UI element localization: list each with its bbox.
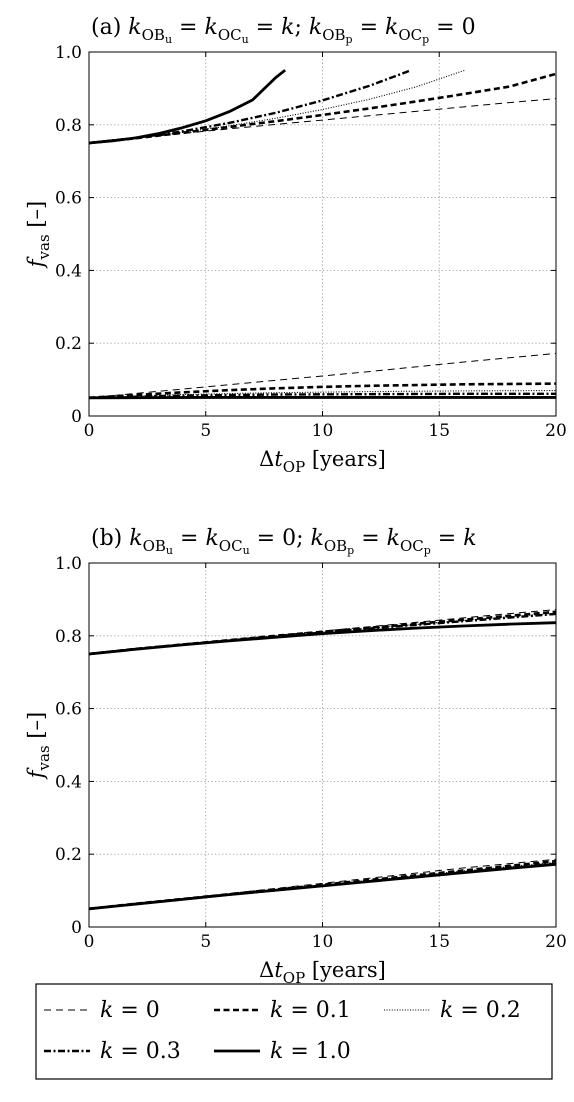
legend-label: k = 0 [100, 998, 160, 1023]
y-tick-label: 0.8 [55, 627, 82, 647]
chart-panel-b: (b) kOBu = kOCu = 0; kOBp = kOCp = k 0 5 10… [24, 526, 567, 987]
x-tick-label: 5 [200, 421, 211, 441]
x-tick-label: 0 [84, 932, 95, 952]
legend-item-3: k = 0.3 [44, 1039, 181, 1064]
x-tick-label: 20 [545, 421, 567, 441]
x-tick-label: 0 [84, 421, 95, 441]
chart-title: (b) kOBu = kOCu = 0; kOBp = kOCp = k [91, 526, 477, 557]
series-line-solid-4 [89, 621, 556, 656]
y-tick-label: 1.0 [55, 43, 82, 63]
series-group [89, 69, 556, 400]
y-tick-label: 0.6 [55, 189, 82, 209]
y-axis-label-group: fvas [–] [24, 712, 53, 780]
series-line-dash-thin-5 [89, 352, 556, 399]
legend-label: k = 0.2 [440, 998, 521, 1023]
x-tick-label: 5 [200, 932, 211, 952]
y-tick-label: 0.8 [55, 116, 82, 136]
y-tick-label: 1.0 [55, 554, 82, 574]
x-tick-label: 15 [428, 932, 450, 952]
series-line-dotted-2 [89, 69, 466, 144]
y-tick-label: 0.2 [55, 334, 82, 354]
y-tick-label: 0.4 [55, 261, 82, 281]
legend-box [35, 983, 553, 1080]
legend-item-0: k = 0 [44, 998, 160, 1023]
y-axis-label: fvas [–] [24, 201, 53, 269]
series-line-dash-thick-6 [89, 382, 556, 400]
x-tick-label: 20 [545, 932, 567, 952]
series-line-dashdot-3 [89, 69, 412, 145]
series-group [89, 609, 556, 911]
y-tick-label: 0 [71, 407, 82, 427]
y-axis-label: fvas [–] [24, 712, 53, 780]
y-tick-label: 0.2 [55, 845, 82, 865]
legend-label: k = 0.3 [100, 1039, 181, 1064]
y-tick-label: 0.6 [55, 700, 82, 720]
y-tick-label: 0 [71, 918, 82, 938]
series-line-solid-4 [89, 69, 287, 145]
x-axis-label: ΔtOP [years] [259, 447, 386, 476]
x-tick-label: 10 [312, 421, 334, 441]
series-line-solid-9 [89, 862, 556, 911]
legend-label: k = 1.0 [270, 1039, 351, 1064]
legend-label: k = 0.1 [270, 998, 351, 1023]
y-axis-label-group: fvas [–] [24, 201, 53, 269]
chart-panel-a: (a) kOBu = kOCu = k; kOBp = kOCp = 0 0 5 10… [24, 15, 567, 476]
legend-item-1: k = 0.1 [214, 998, 351, 1023]
x-tick-label: 10 [312, 932, 334, 952]
x-axis-label: ΔtOP [years] [259, 958, 386, 987]
x-tick-label: 15 [428, 421, 450, 441]
legend-item-2: k = 0.2 [384, 998, 521, 1023]
legend-item-4: k = 1.0 [214, 1039, 351, 1064]
legend: k = 0 k = 0.1 k = 0.2 k = 0.3 k = 1.0 [35, 983, 553, 1080]
y-tick-label: 0.4 [55, 772, 82, 792]
chart-title: (a) kOBu = kOCu = k; kOBp = kOCp = 0 [91, 15, 476, 46]
series-line-dashdot-8 [89, 392, 556, 399]
